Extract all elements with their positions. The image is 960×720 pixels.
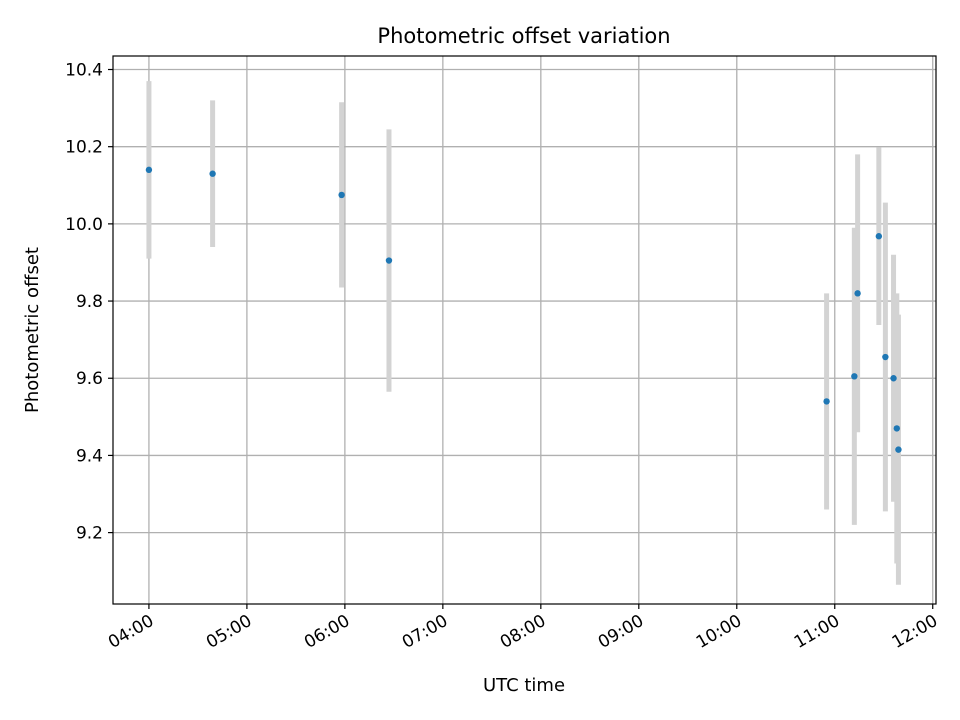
tick-layer: 04:00 05:00 06:00 07:00 08:00 09:00 10:00 11:00… (65, 61, 941, 653)
y-tick-label: 9.4 (76, 446, 103, 466)
plot-frame (112, 55, 937, 605)
data-point (209, 170, 216, 177)
data-point (823, 398, 830, 405)
x-tick-label: 05:00 (203, 611, 255, 653)
data-point (882, 353, 889, 361)
data-point (385, 257, 393, 264)
x-tick-label: 09:00 (595, 611, 647, 653)
data-point (338, 191, 345, 199)
data-point (875, 233, 883, 240)
y-tick-label: 10.0 (65, 215, 103, 235)
data-point (890, 375, 897, 382)
x-tick-label: 10:00 (693, 611, 745, 653)
x-tick-label: 08:00 (497, 611, 549, 653)
x-tick-label: 04:00 (105, 611, 157, 653)
data-point (895, 446, 902, 453)
x-tick-label: 06:00 (301, 611, 353, 653)
x-axis-label: UTC time (483, 675, 565, 696)
chart-title: Photometric offset variation (377, 24, 670, 48)
y-tick-label: 10.2 (65, 138, 103, 158)
data-point (893, 425, 901, 432)
data-point (145, 166, 153, 174)
data-point (854, 290, 861, 297)
data-point (851, 373, 858, 380)
y-tick-label: 10.4 (65, 61, 103, 81)
point-layer (145, 166, 902, 453)
y-tick-label: 9.8 (76, 292, 103, 312)
errorbar-layer (146, 81, 901, 585)
x-tick-label: 12:00 (889, 611, 941, 653)
x-tick-label: 07:00 (399, 611, 451, 653)
y-tick-label: 9.2 (76, 524, 103, 544)
y-tick-label: 9.6 (76, 369, 103, 389)
x-tick-label: 11:00 (791, 611, 843, 653)
grid-layer (113, 56, 936, 604)
y-axis-label: Photometric offset (22, 247, 43, 413)
